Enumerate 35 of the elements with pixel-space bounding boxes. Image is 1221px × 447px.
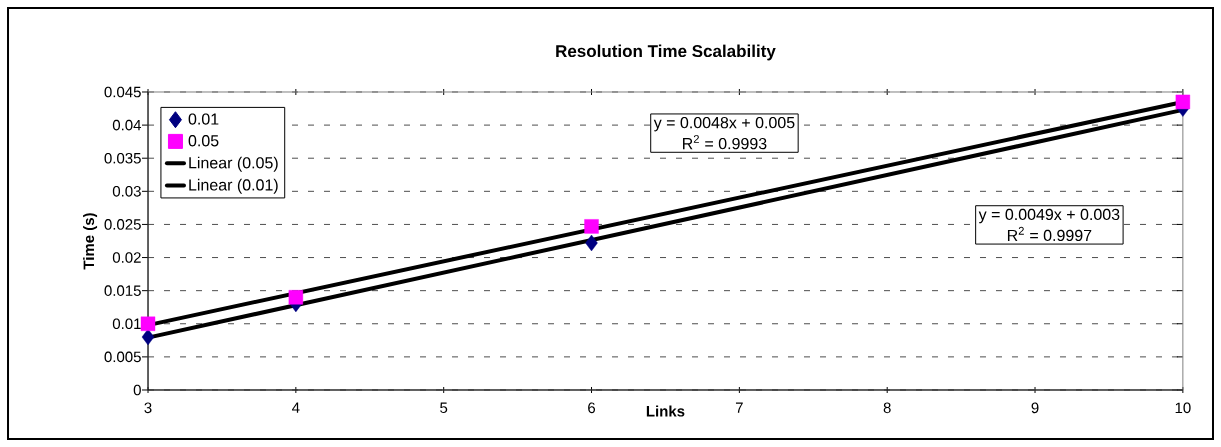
legend-label: 0.01: [188, 113, 219, 125]
y-tick-label: 0.02: [112, 252, 141, 263]
point: [584, 219, 599, 234]
legend-label: Linear (0.05): [189, 156, 278, 172]
x-tick-label: 7: [735, 402, 743, 413]
y-tick-label: 0: [133, 384, 141, 396]
x-tick-label: 3: [144, 402, 152, 414]
x-tick-label: 4: [292, 402, 300, 413]
annotation: y = 0.0049x + 0.003: [978, 208, 1120, 224]
y-tick-label: 0.04: [112, 119, 142, 131]
y-tick-label: 0.045: [104, 86, 141, 98]
point: [141, 328, 155, 346]
y-tick-label: 0.015: [104, 285, 141, 296]
point: [585, 234, 598, 252]
point: [140, 316, 156, 331]
annotation: R$^{2}$ = 0.9997: [1007, 226, 1092, 242]
y-tick-label: 0.03: [112, 186, 141, 197]
x-tick-label: 6: [588, 402, 596, 414]
y-tick-label: 0.025: [104, 219, 141, 230]
y-tick-label: 0.005: [104, 351, 141, 363]
annotation: y = 0.0048x + 0.005: [653, 116, 795, 132]
annotation: R$^{2}$ = 0.9993: [683, 135, 767, 150]
chart-title: Resolution Time Scalability: [556, 44, 776, 61]
x-tick-label: 10: [1175, 402, 1191, 414]
x-tick-label: 8: [883, 402, 891, 414]
x-tick-label: 9: [1031, 402, 1039, 414]
y-axis-title: Time (s): [83, 213, 98, 270]
point: [1175, 94, 1191, 110]
legend-label: 0.05: [188, 135, 219, 147]
legend-label: Linear (0.01): [189, 178, 278, 194]
y-tick-label: 0.035: [104, 152, 141, 164]
point: [288, 290, 304, 305]
y-tick-label: 0.01: [112, 318, 141, 330]
x-axis-title: Links: [646, 405, 685, 417]
x-tick-label: 5: [440, 402, 448, 413]
